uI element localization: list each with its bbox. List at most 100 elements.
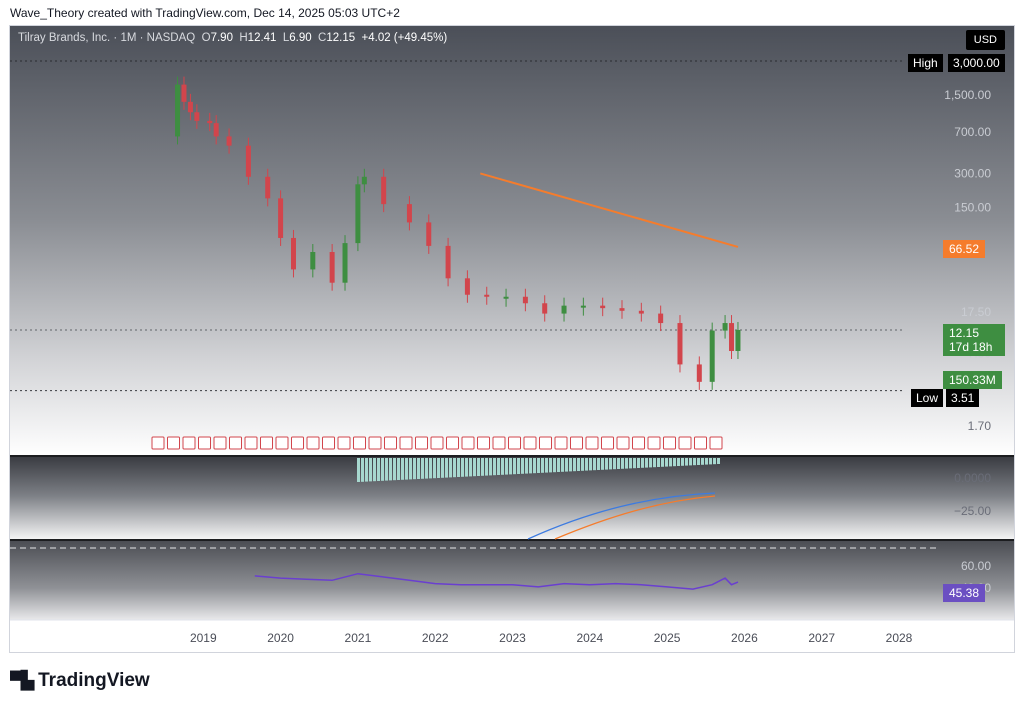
earnings-marker-icon [399, 436, 413, 450]
earnings-marker-icon [430, 436, 444, 450]
low-marker-value: 3.51 [946, 389, 980, 407]
macd-histogram-bar [501, 458, 504, 475]
macd-histogram-bar [701, 458, 704, 465]
candle-body [503, 296, 509, 299]
trendline [480, 172, 739, 248]
price-axis-tick: 700.00 [954, 125, 991, 139]
macd-histogram-bar [449, 458, 452, 478]
macd-histogram-bar [553, 458, 556, 473]
earnings-marker-icon [260, 436, 273, 450]
macd-histogram-bar [393, 458, 396, 481]
macd-histogram-bar [605, 458, 608, 470]
macd-histogram-bar [649, 458, 652, 468]
earnings-marker-icon [601, 436, 614, 450]
macd-histogram-bar [665, 458, 668, 467]
macd-histogram-bar [421, 458, 424, 479]
earnings-marker-icon [678, 436, 692, 450]
macd-histogram-bar [405, 458, 408, 480]
macd-histogram-bar [709, 458, 712, 465]
earnings-marker-icon [709, 436, 723, 450]
candle-body [522, 296, 528, 304]
rsi-line [254, 572, 739, 590]
chart-credit: Wave_Theory created with TradingView.com… [10, 6, 400, 20]
macd-histogram-bar [637, 458, 640, 468]
tradingview-logo-icon: ▀▙ [10, 671, 34, 690]
price-axis-tick: 1.70 [968, 419, 992, 433]
macd-histogram-bar [409, 458, 412, 480]
candle-body [729, 323, 735, 351]
candle-body [484, 294, 490, 297]
macd-histogram-bar [465, 458, 468, 477]
earnings-marker-icon [244, 436, 258, 450]
macd-histogram-bar [481, 458, 484, 476]
candle-body [175, 84, 181, 137]
candle-body [561, 305, 567, 314]
macd-histogram-bar [597, 458, 600, 470]
macd-histogram-bar [489, 458, 492, 476]
chart-canvas: 1,500.00700.00300.00150.0017.507.501.700… [10, 60, 1014, 645]
macd-histogram-bar [381, 458, 384, 481]
earnings-marker-icon [539, 436, 552, 450]
macd-histogram-bar [617, 458, 620, 469]
earnings-marker-icon [492, 436, 506, 450]
macd-histogram-bar [545, 458, 548, 473]
earnings-marker-icon [616, 436, 630, 450]
macd-histogram-bar [673, 458, 676, 467]
macd-histogram-bar [429, 458, 432, 479]
earnings-marker-icon [151, 436, 165, 450]
macd-histogram-bar [473, 458, 476, 477]
bar-countdown: 17d 18h [949, 340, 993, 354]
time-axis-tick: 2022 [422, 631, 449, 645]
macd-histogram-bar [565, 458, 568, 472]
candle-body [580, 305, 586, 308]
candle-body [245, 145, 251, 177]
earnings-marker-icon [322, 436, 335, 450]
earnings-marker-icon [554, 436, 568, 450]
macd-histogram-bar [577, 458, 580, 471]
candle-body [278, 198, 284, 238]
macd-histogram-bar [513, 458, 516, 475]
macd-histogram-bar [417, 458, 420, 479]
macd-histogram-bar [693, 458, 696, 466]
chart-frame[interactable]: 1,500.00700.00300.00150.0017.507.501.700… [9, 25, 1015, 653]
candle-body [406, 204, 412, 223]
candle-body [619, 308, 625, 311]
earnings-marker-icon [306, 436, 320, 450]
macd-histogram-bar [549, 458, 552, 473]
macd-histogram-bar [641, 458, 644, 468]
macd-axis-tick: −25.00 [954, 504, 991, 518]
macd-histogram-bar [529, 458, 532, 474]
last-price-label: 12.15 17d 18h [943, 324, 1005, 356]
change-value: +4.02 (+49.45%) [361, 32, 448, 44]
macd-histogram-bar [413, 458, 416, 480]
macd-histogram-bar [493, 458, 496, 476]
macd-histogram-bar [645, 458, 648, 468]
macd-histogram-bar [485, 458, 488, 476]
macd-histogram-bar [569, 458, 572, 472]
earnings-marker-icon [198, 436, 211, 450]
macd-histogram-bar [677, 458, 680, 466]
rsi-value-label: 45.38 [943, 584, 986, 602]
earnings-marker-icon [647, 436, 661, 450]
time-axis-tick: 2020 [267, 631, 294, 645]
candle-body [290, 237, 296, 270]
tradingview-logo[interactable]: ▀▙ TradingView [10, 670, 150, 692]
candle-body [696, 364, 702, 382]
brand-name: TradingView [38, 670, 150, 691]
macd-histogram-bar [497, 458, 500, 475]
symbol-legend: Tilray Brands, Inc. · 1M · NASDAQ O7.90 … [18, 32, 447, 44]
macd-histogram-bar [533, 458, 536, 474]
earnings-marker-icon [694, 436, 707, 450]
low-value: 6.90 [289, 32, 312, 44]
currency-button[interactable]: USD [965, 30, 1005, 50]
earnings-marker-icon [384, 436, 397, 450]
time-axis-tick: 2024 [576, 631, 603, 645]
candle-body [342, 243, 348, 283]
rsi-pane[interactable] [10, 540, 1014, 620]
macd-histogram-bar [509, 458, 512, 475]
macd-histogram-bar [589, 458, 592, 471]
earnings-marker-icon [167, 436, 180, 450]
macd-histogram-bar [389, 458, 392, 481]
high-key: H [239, 32, 248, 44]
macd-histogram-bar [373, 458, 376, 482]
